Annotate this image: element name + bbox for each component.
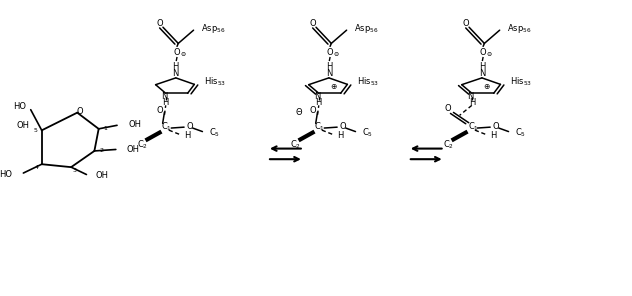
Text: Asp$_{56}$: Asp$_{56}$ [507,22,532,36]
Text: O: O [480,48,487,57]
Text: Asp$_{56}$: Asp$_{56}$ [201,22,226,36]
Text: N: N [314,92,320,101]
Text: OH: OH [127,145,140,154]
Text: 2: 2 [100,149,104,153]
Text: N: N [478,69,485,78]
Text: C$_2$: C$_2$ [290,139,301,151]
Text: H: H [184,131,190,140]
Text: H: H [325,62,332,71]
Text: O: O [77,107,83,116]
Text: 4: 4 [35,165,39,170]
Text: H: H [469,99,475,107]
Text: C$_1$: C$_1$ [468,121,478,133]
Text: O: O [157,19,163,28]
Text: C$_2$: C$_2$ [443,139,454,151]
Text: 5: 5 [33,128,37,133]
Text: H: H [337,131,343,140]
Text: O: O [156,106,163,115]
Text: O: O [309,106,316,115]
Text: $\oplus$: $\oplus$ [330,82,337,91]
Text: O: O [340,122,346,131]
Text: $\ominus$: $\ominus$ [333,50,339,58]
Text: $\ominus$: $\ominus$ [180,50,186,58]
Text: O: O [463,19,470,28]
Text: 3: 3 [72,168,76,173]
Text: $\oplus$: $\oplus$ [483,82,490,91]
Text: H: H [315,99,322,107]
Text: C$_1$: C$_1$ [315,121,325,133]
Text: OH: OH [16,121,30,131]
Text: H: H [162,99,169,107]
Text: O: O [493,122,500,131]
Text: N: N [161,92,167,101]
Text: 1: 1 [103,126,107,131]
Text: Asp$_{56}$: Asp$_{56}$ [354,22,379,36]
Text: N: N [173,69,179,78]
Text: C$_5$: C$_5$ [362,127,373,139]
Text: His$_{53}$: His$_{53}$ [356,75,379,88]
Text: His$_{53}$: His$_{53}$ [509,75,532,88]
Text: C$_1$: C$_1$ [161,121,173,133]
Text: $\Theta$: $\Theta$ [295,106,303,117]
Text: H: H [490,131,497,140]
Text: O: O [444,104,451,113]
Text: C$_2$: C$_2$ [137,139,148,151]
Text: H: H [173,62,179,71]
Text: O: O [187,122,193,131]
Text: O: O [174,48,180,57]
Text: His$_{53}$: His$_{53}$ [204,75,226,88]
Text: O: O [327,48,334,57]
Text: $\ominus$: $\ominus$ [486,50,492,58]
Text: OH: OH [128,120,141,129]
Text: C$_5$: C$_5$ [514,127,526,139]
Text: H: H [478,62,485,71]
Text: HO: HO [0,170,13,179]
Text: O: O [310,19,316,28]
Text: N: N [325,69,332,78]
Text: C$_5$: C$_5$ [209,127,220,139]
Text: N: N [468,92,474,101]
Text: OH: OH [95,171,109,181]
Text: HO: HO [13,102,26,111]
